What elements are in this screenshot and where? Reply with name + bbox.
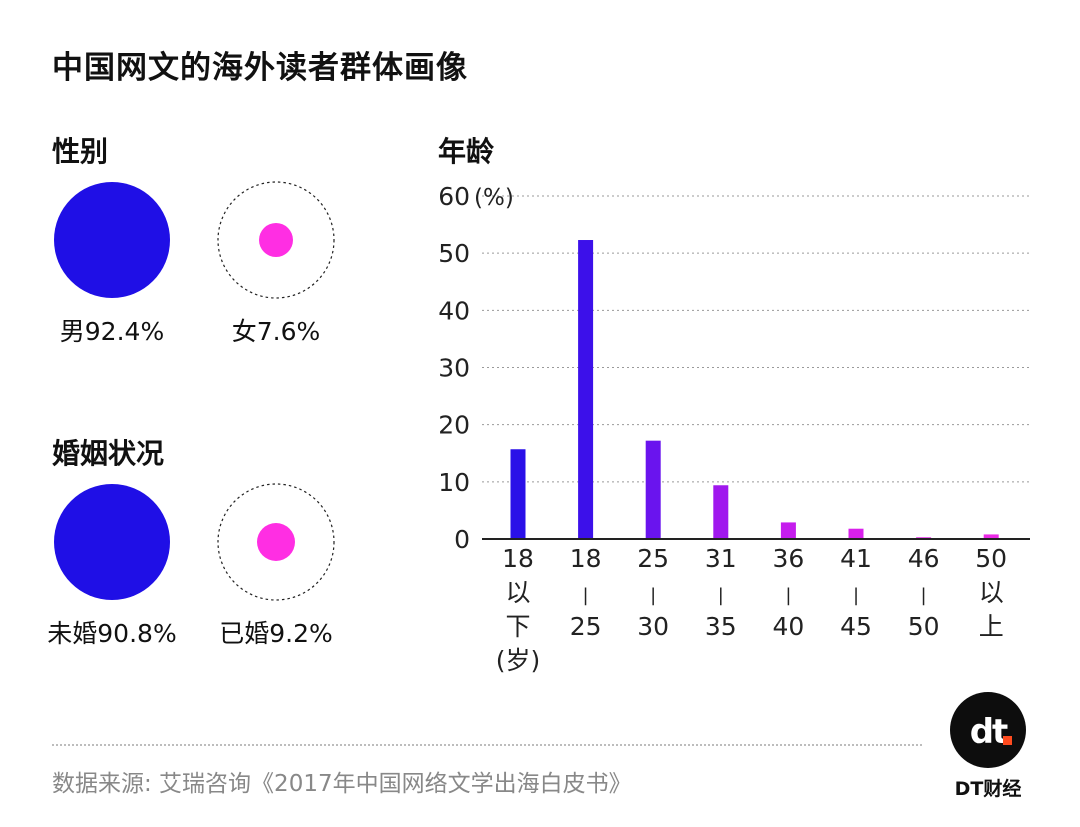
x-tick-label: 30 (637, 612, 669, 641)
bar (578, 240, 594, 539)
y-tick-label: 60 (438, 182, 470, 211)
female-circle (217, 181, 335, 299)
y-tick-label: 30 (438, 354, 470, 383)
x-tick-label: 50 (975, 544, 1007, 573)
x-tick-label: | (853, 585, 859, 606)
married-circle (217, 483, 335, 601)
bar (645, 440, 661, 539)
footer-divider (52, 744, 922, 746)
y-tick-label: 10 (438, 468, 470, 497)
x-tick-label: 31 (705, 544, 737, 573)
y-tick-label: 50 (438, 239, 470, 268)
brand-name: DT财经 (954, 778, 1022, 800)
x-tick-label: 18 (570, 544, 602, 573)
x-tick-label: | (921, 585, 927, 606)
grid-lines (482, 195, 1030, 483)
x-tick-label: 上 (979, 612, 1004, 641)
y-tick-labels: 0 10 20 30 40 50 60 (438, 182, 470, 554)
x-tick-label: | (650, 585, 656, 606)
unmarried-label: 未婚90.8% (47, 619, 177, 648)
x-tick-label: 36 (772, 544, 804, 573)
unmarried-circle (54, 484, 170, 600)
x-tick-label: 45 (840, 612, 872, 641)
x-tick-label: 46 (908, 544, 940, 573)
x-tick-label: 35 (705, 612, 737, 641)
bar (713, 485, 729, 539)
gender-heading: 性别 (52, 135, 109, 168)
x-tick-label: | (785, 585, 791, 606)
x-tick-label: | (583, 585, 589, 606)
x-tick-label: 41 (840, 544, 872, 573)
y-unit-label: (%) (474, 185, 514, 211)
bar (848, 528, 864, 539)
bar (983, 534, 999, 539)
y-tick-label: 0 (454, 525, 470, 554)
x-tick-label: 25 (570, 612, 602, 641)
x-tick-label: 以 (979, 578, 1004, 607)
married-label: 已婚9.2% (219, 619, 333, 648)
male-label: 男92.4% (59, 317, 165, 346)
y-tick-label: 20 (438, 411, 470, 440)
bar (780, 522, 796, 539)
x-tick-label: 下 (505, 612, 530, 641)
x-tick-label: 18 (502, 544, 534, 573)
marital-heading: 婚姻状况 (52, 437, 165, 470)
male-circle (54, 182, 170, 298)
x-tick-labels: 18以下(岁)18|2525|3031|3536|4041|4546|5050以… (496, 544, 1007, 675)
x-tick-label: 以 (505, 578, 530, 607)
logo-dot (1003, 736, 1012, 745)
bars (510, 240, 999, 539)
dt-logo-icon (950, 692, 1026, 768)
logo-text: dt (969, 712, 1009, 752)
x-tick-label: 50 (908, 612, 940, 641)
data-source: 数据来源: 艾瑞咨询《2017年中国网络文学出海白皮书》 (52, 771, 632, 797)
x-tick-label: (岁) (496, 646, 541, 675)
page-title: 中国网文的海外读者群体画像 (52, 50, 468, 86)
x-tick-label: | (718, 585, 724, 606)
female-label: 女7.6% (231, 317, 321, 346)
x-tick-label: 40 (772, 612, 804, 641)
x-tick-label: 25 (637, 544, 669, 573)
age-heading: 年龄 (438, 135, 495, 168)
y-tick-label: 40 (438, 296, 470, 325)
bar (510, 449, 526, 539)
